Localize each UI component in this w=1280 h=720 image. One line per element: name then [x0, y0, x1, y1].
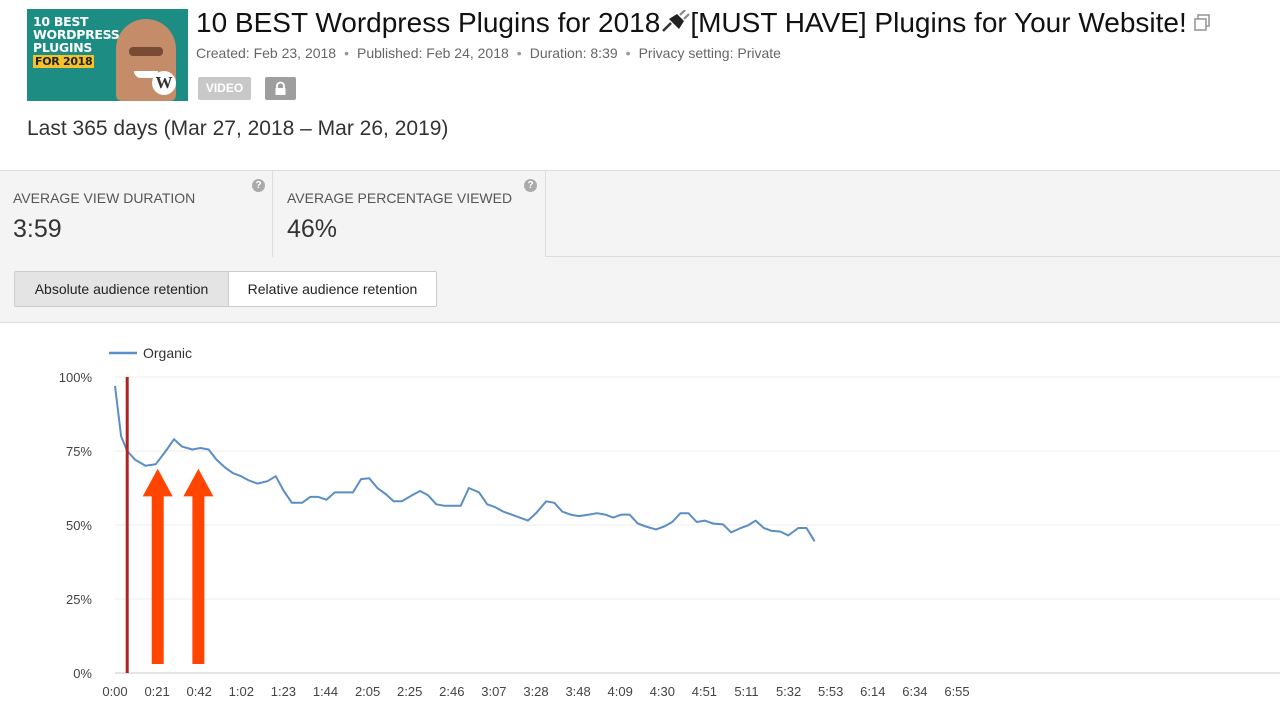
thumbnail-person — [116, 19, 176, 101]
series-line-organic — [114, 385, 816, 542]
x-tick-label: 2:25 — [397, 684, 422, 699]
wordpress-logo-icon: W — [152, 71, 176, 95]
y-tick-label: 50% — [66, 518, 92, 533]
x-tick-label: 2:46 — [439, 684, 464, 699]
x-tick-label: 0:42 — [187, 684, 212, 699]
up-arrow-shaft — [192, 495, 205, 664]
x-tick-label: 3:28 — [523, 684, 548, 699]
x-tick-label: 4:51 — [692, 684, 717, 699]
y-tick-label: 75% — [66, 444, 92, 459]
metric-value: 46% — [287, 215, 338, 243]
x-tick-label: 0:00 — [102, 684, 127, 699]
metrics-bar: AVERAGE VIEW DURATION 3:59 ? AVERAGE PER… — [0, 170, 1280, 257]
x-tick-label: 3:07 — [481, 684, 506, 699]
x-tick-label: 2:05 — [355, 684, 380, 699]
video-title: 10 BEST Wordpress Plugins for 2018 [MUST … — [196, 7, 1187, 38]
lock-icon — [275, 81, 286, 95]
plug-icon — [662, 10, 691, 32]
published-date: Published: Feb 24, 2018 — [357, 45, 509, 61]
y-tick-label: 0% — [73, 666, 92, 681]
video-thumbnail[interactable]: 10 BEST WORDPRESS PLUGINS FOR 2018 W — [27, 9, 188, 101]
x-tick-label: 1:02 — [229, 684, 254, 699]
x-tick-label: 0:21 — [144, 684, 169, 699]
metric-average-view-duration: AVERAGE VIEW DURATION 3:59 ? — [0, 171, 273, 257]
up-arrow-shaft — [151, 495, 164, 664]
external-link-icon[interactable] — [1194, 14, 1211, 31]
absolute-retention-button[interactable]: Absolute audience retention — [14, 271, 229, 307]
metric-label: AVERAGE VIEW DURATION — [13, 190, 196, 206]
x-tick-label: 1:44 — [313, 684, 338, 699]
y-tick-label: 25% — [66, 592, 92, 607]
x-tick-label: 3:48 — [565, 684, 590, 699]
metric-value: 3:59 — [13, 215, 62, 243]
x-tick-label: 6:14 — [860, 684, 885, 699]
help-icon[interactable]: ? — [252, 179, 265, 192]
x-tick-label: 6:55 — [944, 684, 969, 699]
x-tick-label: 4:30 — [650, 684, 675, 699]
private-lock-badge — [265, 77, 296, 100]
video-metadata: Created: Feb 23, 2018 • Published: Feb 24,… — [196, 45, 781, 61]
audience-retention-chart: 100% 75% 50% 25% 0% 0:00 0:21 0:42 1:02 1:23 1:44 2… — [0, 323, 1280, 720]
x-tick-label: 6:34 — [902, 684, 927, 699]
y-tick-label: 100% — [59, 370, 93, 385]
help-icon[interactable]: ? — [524, 179, 537, 192]
retention-chart-svg: 100% 75% 50% 25% 0% 0:00 0:21 0:42 1:02 1:23 1:44 2… — [59, 345, 1280, 699]
retention-toggle-bar: Absolute audience retention Relative aud… — [0, 257, 1280, 323]
x-tick-label: 1:23 — [271, 684, 296, 699]
relative-retention-button[interactable]: Relative audience retention — [228, 271, 437, 307]
x-tick-label: 5:32 — [776, 684, 801, 699]
privacy-setting: Privacy setting: Private — [638, 45, 781, 61]
x-tick-label: 5:11 — [734, 684, 758, 699]
metric-average-percentage-viewed: AVERAGE PERCENTAGE VIEWED 46% ? — [273, 171, 546, 257]
x-tick-label: 5:53 — [818, 684, 843, 699]
video-header: 10 BEST WORDPRESS PLUGINS FOR 2018 W 10 … — [0, 0, 1280, 170]
x-tick-label: 4:09 — [608, 684, 633, 699]
video-duration: Duration: 8:39 — [529, 45, 618, 61]
metric-label: AVERAGE PERCENTAGE VIEWED — [287, 190, 513, 206]
video-type-badge: VIDEO — [198, 77, 251, 100]
up-arrow-head — [142, 468, 173, 497]
up-arrow-head — [183, 468, 214, 497]
date-range-label: Last 365 days (Mar 27, 2018 – Mar 26, 20… — [27, 117, 449, 140]
created-date: Created: Feb 23, 2018 — [196, 45, 337, 61]
legend-label: Organic — [143, 345, 192, 361]
thumbnail-text: 10 BEST WORDPRESS PLUGINS FOR 2018 — [33, 14, 120, 68]
